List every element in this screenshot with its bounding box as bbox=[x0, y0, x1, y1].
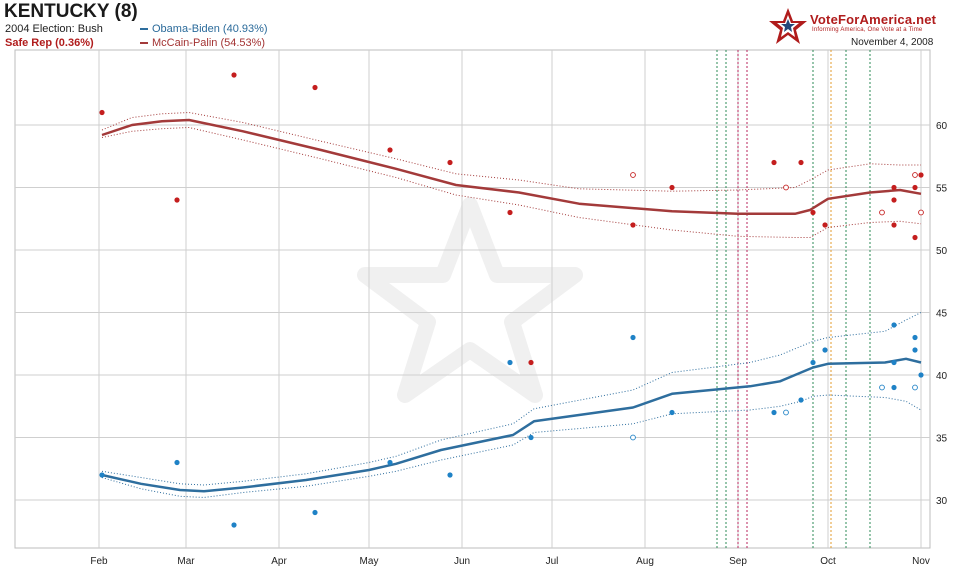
y-tick-label: 60 bbox=[936, 121, 948, 132]
obama-poll-point bbox=[387, 459, 393, 466]
mccain-poll-point-open bbox=[630, 172, 636, 178]
status-label: Safe Rep (0.36%) bbox=[5, 37, 94, 49]
obama-poll-point bbox=[771, 409, 777, 416]
legend-label-obama: Obama-Biden (40.93%) bbox=[152, 23, 268, 35]
x-tick-label: Feb bbox=[90, 556, 108, 567]
mccain-lower-band bbox=[101, 126, 922, 238]
mccain-poll-point-open bbox=[912, 172, 918, 178]
mccain-poll-point bbox=[918, 172, 924, 178]
mccain-poll-point bbox=[891, 222, 897, 228]
obama-poll-point bbox=[447, 472, 453, 478]
legend-item-obama: Obama-Biden (40.93%) bbox=[140, 23, 268, 35]
y-tick-label: 40 bbox=[936, 371, 948, 382]
y-tick-label: 55 bbox=[936, 184, 948, 195]
x-tick-label: Jul bbox=[546, 556, 559, 567]
site-logo[interactable]: VoteForAmerica.net Informing America, On… bbox=[768, 6, 938, 46]
mccain-poll-point bbox=[312, 84, 318, 91]
obama-poll-point bbox=[918, 372, 924, 378]
mccain-poll-point bbox=[798, 159, 804, 166]
mccain-poll-point bbox=[891, 184, 897, 191]
obama-poll-point bbox=[231, 522, 237, 528]
mccain-poll-point bbox=[912, 184, 918, 191]
chart-date: November 4, 2008 bbox=[851, 37, 934, 48]
obama-poll-point bbox=[912, 347, 918, 353]
mccain-poll-point bbox=[231, 72, 237, 78]
obama-trend-line bbox=[101, 357, 922, 493]
obama-poll-point bbox=[312, 509, 318, 516]
legend-swatch-obama bbox=[140, 28, 148, 31]
mccain-trend-line bbox=[101, 118, 922, 216]
y-tick-label: 30 bbox=[936, 496, 948, 507]
mccain-poll-point bbox=[507, 209, 513, 216]
obama-poll-point bbox=[810, 359, 816, 366]
mccain-poll-point bbox=[447, 159, 453, 166]
obama-poll-point bbox=[174, 459, 180, 466]
logo-name: VoteForAmerica.net bbox=[810, 12, 937, 27]
mccain-poll-point bbox=[669, 184, 675, 191]
mccain-poll-point bbox=[822, 222, 828, 228]
mccain-poll-point bbox=[912, 234, 918, 241]
star-logo-icon bbox=[769, 8, 807, 44]
obama-poll-point-open bbox=[783, 409, 789, 416]
obama-poll-point bbox=[912, 334, 918, 341]
obama-poll-point bbox=[891, 322, 897, 328]
y-tick-label: 35 bbox=[936, 434, 948, 445]
mccain-poll-point bbox=[99, 109, 105, 116]
x-tick-label: Oct bbox=[820, 556, 836, 567]
legend-item-mccain: McCain-Palin (54.53%) bbox=[140, 37, 265, 49]
obama-upper-band bbox=[101, 312, 922, 486]
obama-poll-point bbox=[99, 472, 105, 478]
watermark-star-icon bbox=[357, 197, 583, 403]
y-tick-label: 50 bbox=[936, 246, 948, 257]
legend-label-mccain: McCain-Palin (54.53%) bbox=[152, 37, 266, 49]
obama-poll-point bbox=[669, 409, 675, 416]
obama-poll-point-open bbox=[630, 434, 636, 441]
obama-poll-point bbox=[822, 347, 828, 353]
x-tick-label: Mar bbox=[177, 556, 195, 567]
x-tick-label: May bbox=[360, 556, 379, 567]
x-tick-label: Nov bbox=[912, 556, 930, 567]
chart-title: KENTUCKY (8) bbox=[4, 1, 138, 22]
x-tick-label: Apr bbox=[271, 556, 287, 567]
obama-poll-point bbox=[798, 397, 804, 403]
mccain-poll-point-open bbox=[918, 209, 924, 216]
x-tick-label: Aug bbox=[636, 556, 654, 567]
obama-poll-point bbox=[891, 359, 897, 366]
obama-lower-band bbox=[101, 394, 922, 499]
obama-poll-point-open bbox=[879, 384, 885, 391]
mccain-upper-band bbox=[101, 111, 921, 192]
y-tick-label: 45 bbox=[936, 309, 948, 320]
mccain-poll-point bbox=[630, 222, 636, 228]
x-tick-label: Sep bbox=[729, 556, 747, 567]
mccain-poll-point bbox=[810, 209, 816, 216]
obama-poll-point bbox=[528, 434, 534, 441]
mccain-poll-point bbox=[771, 159, 777, 166]
mccain-poll-point-open bbox=[783, 184, 789, 191]
plot-border bbox=[14, 49, 931, 549]
mccain-poll-point-open bbox=[879, 209, 885, 216]
legend-swatch-mccain bbox=[140, 42, 148, 45]
obama-poll-point-open bbox=[912, 384, 918, 391]
obama-poll-point bbox=[891, 384, 897, 391]
x-tick-label: Jun bbox=[454, 556, 470, 567]
mccain-poll-point bbox=[528, 359, 534, 366]
previous-election-label: 2004 Election: Bush bbox=[5, 23, 103, 35]
obama-poll-point bbox=[630, 334, 636, 341]
obama-poll-point bbox=[507, 359, 513, 366]
mccain-poll-point bbox=[891, 197, 897, 203]
mccain-poll-point bbox=[387, 147, 393, 153]
logo-tagline: Informing America, One Vote at a Time bbox=[812, 27, 923, 33]
mccain-poll-point bbox=[174, 197, 180, 203]
